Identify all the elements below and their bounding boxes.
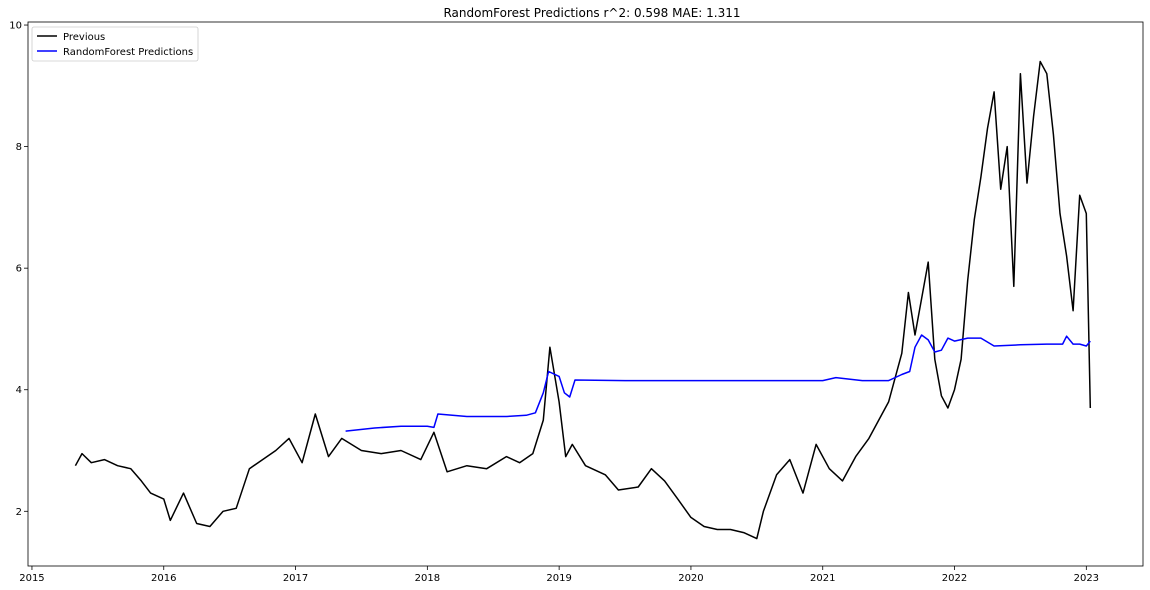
x-tick-label-2022: 2022 [942,573,967,584]
x-tick-label-2019: 2019 [546,573,571,584]
x-tick-label-2020: 2020 [678,573,703,584]
x-tick-label-2023: 2023 [1074,573,1099,584]
y-tick-label-10: 10 [9,21,22,32]
series-line-0 [74,60,1092,540]
series-line-1 [345,334,1091,432]
series-layer [74,60,1092,540]
x-tick-label-2017: 2017 [283,573,308,584]
x-tick-label-2021: 2021 [810,573,835,584]
y-tick-label-4: 4 [16,385,22,396]
legend: Previous RandomForest Predictions [31,26,199,62]
plot-frame [27,21,1144,567]
plot-area [28,22,1143,566]
legend-label-previous: Previous [63,32,105,43]
y-tick-label-8: 8 [16,142,22,153]
y-axis: 2 4 6 8 10 [9,21,28,518]
x-tick-label-2015: 2015 [19,573,44,584]
legend-label-predictions: RandomForest Predictions [63,47,193,58]
x-tick-label-2016: 2016 [151,573,176,584]
x-tick-label-2018: 2018 [415,573,440,584]
chart-title: RandomForest Predictions r^2: 0.598 MAE:… [443,6,740,20]
legend-box [31,26,199,62]
y-tick-label-2: 2 [16,507,22,518]
x-axis: 2015 2016 2017 2018 2019 2020 2021 2022 2023 [19,566,1099,584]
y-tick-label-6: 6 [16,264,22,275]
